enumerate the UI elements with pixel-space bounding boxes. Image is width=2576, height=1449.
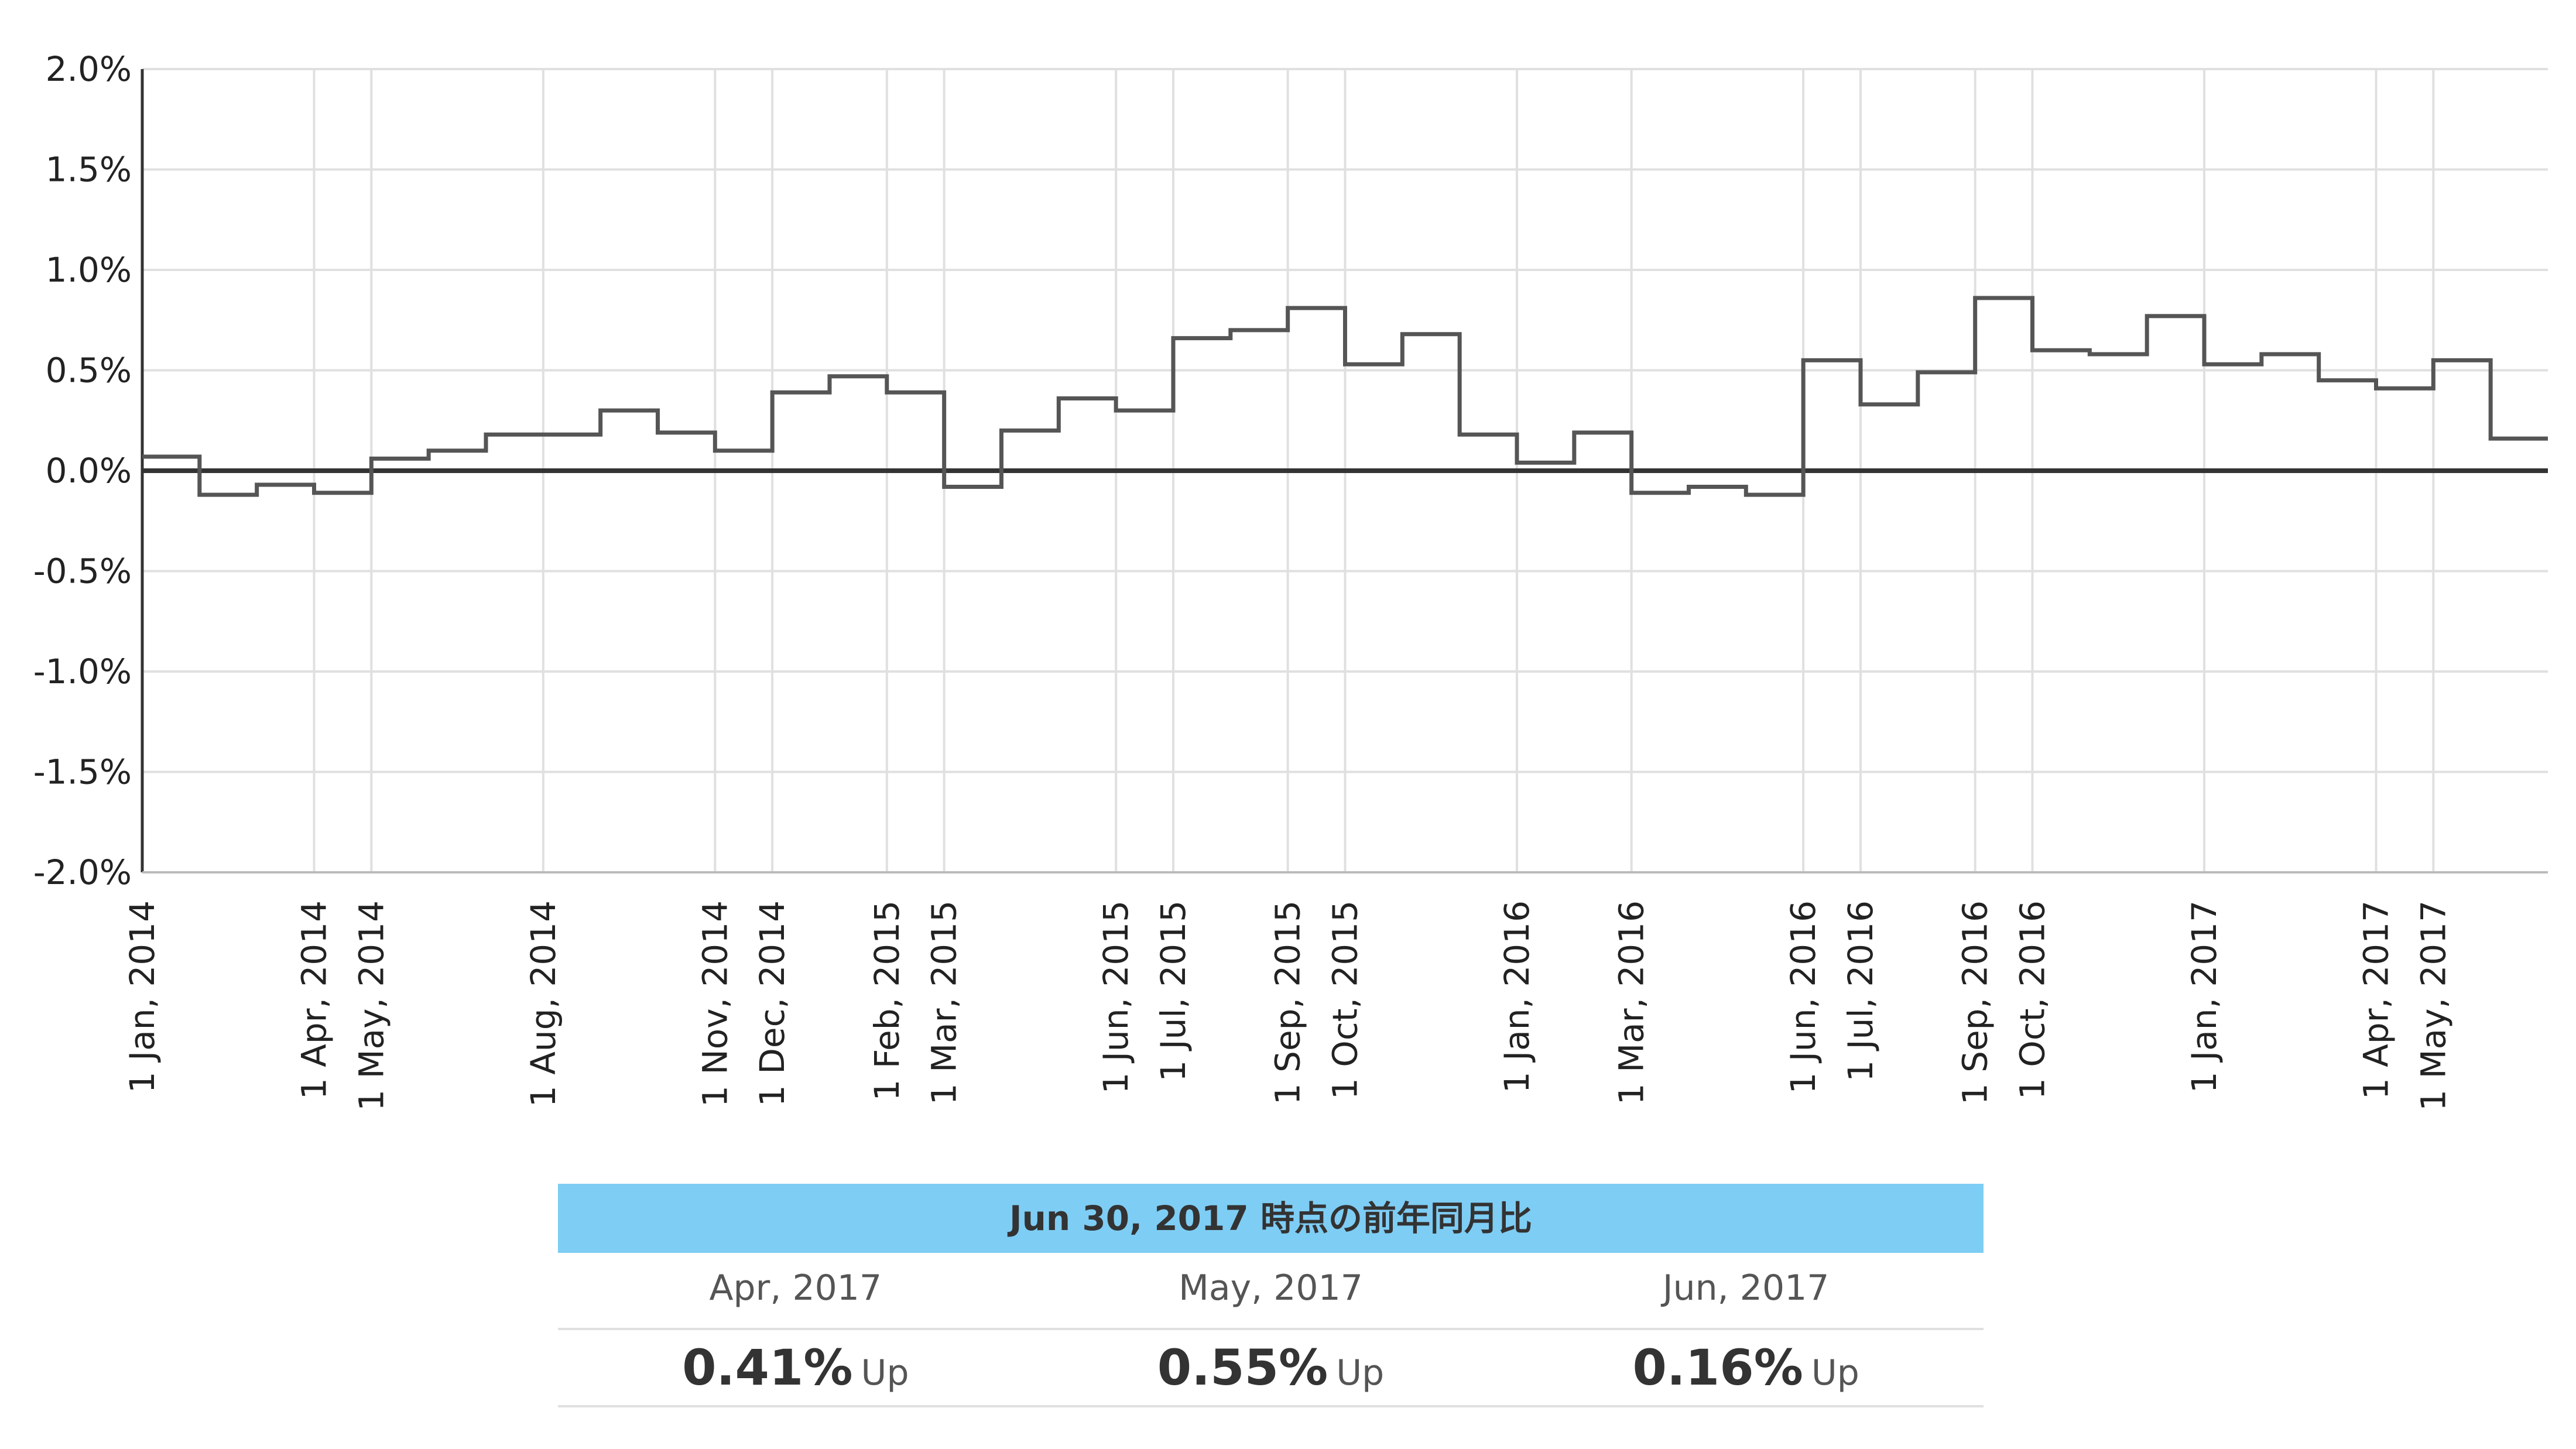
y-tick-label: 0.0% [46,451,132,491]
y-tick-label: -0.5% [33,551,132,591]
x-tick-label: 1 Feb, 2015 [867,900,907,1101]
summary-month-3: Jun, 2017 [1662,1268,1830,1308]
x-tick-label: 1 Jun, 2015 [1096,900,1136,1094]
line-chart: 2.0% 1.5% 1.0% 0.5% 0.0% -0.5% -1.0% -1.5% -2.0%… [33,49,2548,1111]
y-tick-label: 0.5% [46,351,132,390]
x-tick-label: 1 Jul, 2015 [1153,900,1193,1082]
series-step-line [142,296,2548,497]
x-tick-label: 1 Jul, 2016 [1841,900,1880,1082]
y-tick-label: -1.5% [33,752,132,792]
summary-month-row: Apr, 2017 May, 2017 Jun, 2017 [558,1253,1984,1330]
summary-table: Jun 30, 2017 時点の前年同月比 Apr, 2017 May, 201… [558,1184,1984,1407]
summary-value-cell-3: 0.16% Up [1508,1330,1984,1405]
x-tick-label: 1 Jan, 2016 [1497,900,1537,1093]
x-tick-label: 1 Sep, 2016 [1955,900,1995,1105]
x-tick-label: 1 May, 2014 [351,900,391,1111]
y-tick-label: -1.0% [33,652,132,691]
summary-direction-2: Up [1336,1352,1385,1393]
summary-header: Jun 30, 2017 時点の前年同月比 [558,1184,1984,1253]
x-tick-label: 1 Jun, 2016 [1783,900,1823,1094]
y-tick-label: -2.0% [33,852,132,892]
summary-value-cell-2: 0.55% Up [1033,1330,1509,1405]
chart-area: 2.0% 1.5% 1.0% 0.5% 0.0% -0.5% -1.0% -1.5% -2.0%… [33,49,2548,1111]
x-tick-label: 1 Aug, 2014 [523,900,563,1107]
x-tick-label: 1 Mar, 2016 [1612,900,1652,1105]
x-tick-label: 1 Nov, 2014 [695,900,735,1107]
x-tick-label: 1 May, 2017 [2413,900,2453,1111]
summary-value-2: 0.55% [1157,1339,1328,1396]
y-tick-label: 1.5% [46,150,132,190]
summary-direction-1: Up [861,1352,909,1393]
x-tick-label: 1 Dec, 2014 [752,900,792,1107]
summary-value-3: 0.16% [1632,1339,1803,1396]
summary-value-cell-1: 0.41% Up [558,1330,1033,1405]
summary-value-row: 0.41% Up 0.55% Up 0.16% Up [558,1330,1984,1407]
x-tick-label: 1 Jan, 2017 [2184,900,2224,1093]
x-tick-label: 1 Apr, 2017 [2356,900,2396,1099]
x-tick-label: 1 Apr, 2014 [294,900,334,1099]
x-tick-label: 1 Oct, 2016 [2013,900,2053,1099]
x-tick-label: 1 Mar, 2015 [924,900,964,1105]
x-tick-label: 1 Oct, 2015 [1325,900,1365,1099]
summary-value-1: 0.41% [682,1339,853,1396]
summary-month-2: May, 2017 [1179,1268,1363,1308]
x-tick-label: 1 Sep, 2015 [1268,900,1308,1105]
summary-direction-3: Up [1811,1352,1859,1393]
x-tick-label: 1 Jan, 2014 [122,900,162,1093]
summary-month-1: Apr, 2017 [709,1268,882,1308]
y-tick-label: 1.0% [46,250,132,290]
y-tick-label: 2.0% [46,49,132,89]
